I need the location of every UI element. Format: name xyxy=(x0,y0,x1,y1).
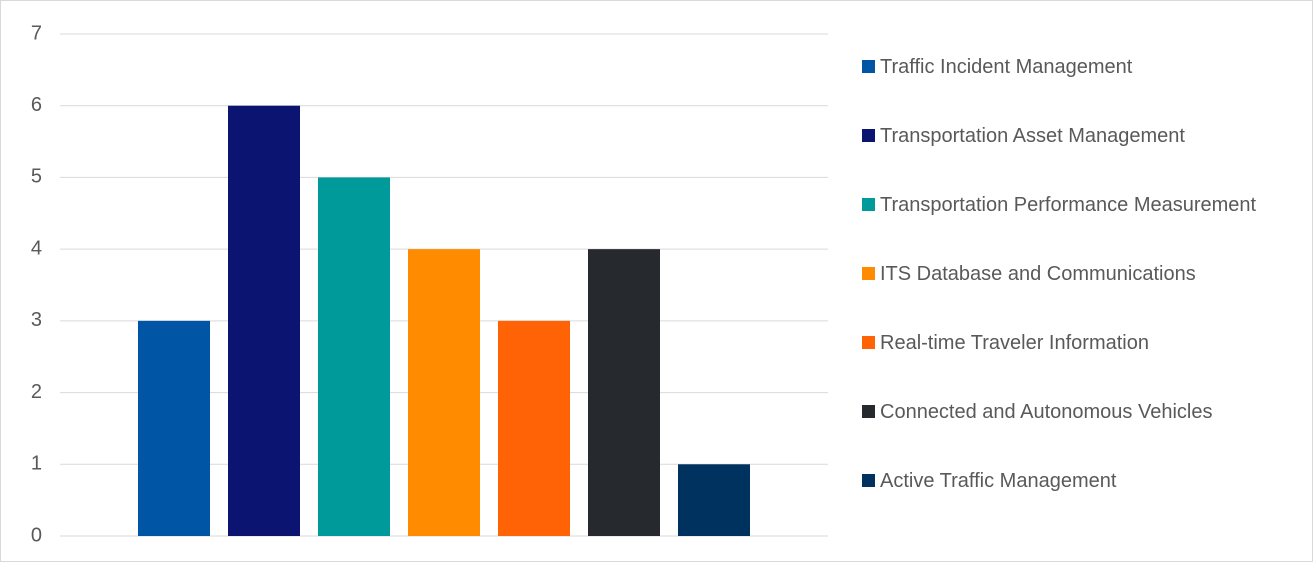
legend-label: Active Traffic Management xyxy=(880,470,1117,492)
legend-swatch xyxy=(862,474,875,487)
bar xyxy=(498,320,570,536)
legend-item: Real-time Traveler Information xyxy=(862,331,1300,355)
legend-item: ITS Database and Communications xyxy=(862,262,1300,286)
legend-label: ITS Database and Communications xyxy=(880,263,1196,285)
legend-swatch xyxy=(862,267,875,280)
legend-item: Transportation Performance Measurement xyxy=(862,193,1300,217)
y-tick-label: 7 xyxy=(31,22,42,44)
y-tick-label: 1 xyxy=(31,453,42,475)
legend-label: Traffic Incident Management xyxy=(880,56,1133,78)
legend-item: Connected and Autonomous Vehicles xyxy=(862,400,1300,424)
legend-swatch xyxy=(862,336,875,349)
bar xyxy=(588,249,660,536)
legend-label: Real-time Traveler Information xyxy=(880,332,1149,354)
legend-label: Connected and Autonomous Vehicles xyxy=(880,401,1213,423)
legend-label: Transportation Performance Measurement xyxy=(880,194,1257,216)
y-tick-label: 5 xyxy=(31,166,42,188)
bar xyxy=(138,320,210,536)
bar xyxy=(228,105,300,536)
legend-item: Transportation Asset Management xyxy=(862,124,1300,148)
bar xyxy=(678,464,750,536)
y-tick-label: 0 xyxy=(31,524,42,546)
legend-item: Active Traffic Management xyxy=(862,469,1300,493)
legend-item: Traffic Incident Management xyxy=(862,55,1300,79)
legend-label: Transportation Asset Management xyxy=(880,125,1185,147)
y-tick-label: 3 xyxy=(31,309,42,331)
bar xyxy=(408,249,480,536)
y-tick-label: 2 xyxy=(31,381,42,403)
legend-swatch xyxy=(862,405,875,418)
y-tick-label: 6 xyxy=(31,94,42,116)
bar xyxy=(318,177,390,536)
legend-swatch xyxy=(862,129,875,142)
legend-swatch xyxy=(862,60,875,73)
y-tick-label: 4 xyxy=(31,237,42,259)
legend-swatch xyxy=(862,198,875,211)
